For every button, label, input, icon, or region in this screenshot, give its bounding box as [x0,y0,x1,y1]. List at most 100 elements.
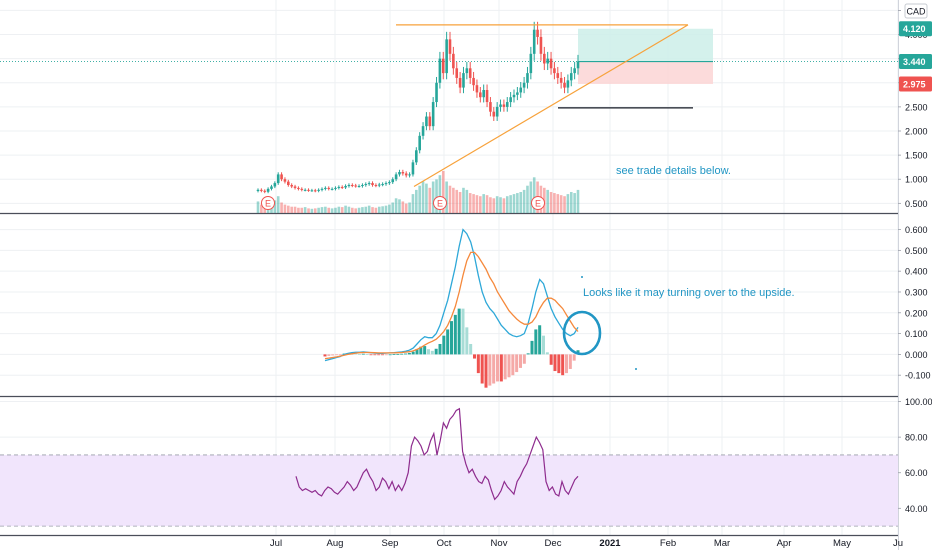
volume-bar [307,208,310,213]
macd-histogram-bar [484,354,488,388]
candle-body [543,53,546,64]
macd-histogram-bar [496,354,499,382]
volume-bar [256,201,260,213]
price-badge [899,21,932,37]
macd-histogram-bar [519,354,522,368]
macd-histogram-bar [545,352,549,355]
macd-histogram-bar [331,354,335,356]
candle-body [290,185,293,187]
macd-histogram-bar [492,354,496,384]
candle-body [273,183,277,187]
candle-body [287,181,290,186]
volume-bar [273,200,277,213]
macd-histogram-bar [335,354,338,356]
candle-body [559,77,563,83]
price-tick-label: 1.000 [905,175,928,185]
candle-body [313,190,317,192]
candle-body [468,68,472,78]
candle-body [539,36,543,54]
candle-body [415,150,418,163]
macd-histogram-bar [530,340,534,355]
macd-histogram-bar [457,308,461,355]
volume-bar [465,189,469,213]
trade-zone-layer [0,28,898,84]
price-tick-label: 2.000 [905,127,928,137]
candle-body [529,53,533,74]
volume-bar [445,181,448,213]
volume-bar [546,189,549,213]
candle-body [431,102,435,127]
macd-histogram-bar [365,354,369,355]
candle-body [566,80,570,88]
volume-bar [276,196,280,213]
candle-body [505,102,509,107]
candle-body [435,82,438,103]
candle-body [489,102,492,112]
macd-histogram-bar [526,353,530,355]
rsi-band [0,454,898,527]
candle-body [334,187,337,189]
volume-bar [357,207,361,213]
macd-histogram-bar [381,354,384,356]
macd-tick-label: -0.100 [905,371,931,381]
candle-body [425,116,428,127]
candle-body [441,58,445,74]
macd-histogram-bar [507,354,511,378]
candle-body [502,104,506,107]
macd-histogram-bar [369,354,373,356]
volume-bar [522,189,526,213]
candle-body [492,111,496,117]
candle-body [458,77,462,88]
macd-histogram-bar [538,325,542,355]
candle-body [344,185,347,188]
macd-histogram-bar [427,349,430,355]
price-badge-label: 3.440 [903,57,926,67]
volume-bar [509,195,512,213]
volume-bar [317,207,320,213]
volume-bar [384,205,388,213]
macd-histogram-bar [473,354,476,359]
volume-bar [263,205,267,213]
macd-histogram-bar [430,350,434,355]
price-tick-label: 1.500 [905,151,928,161]
x-axis-label: Apr [777,538,792,549]
candle-body [263,190,267,192]
macd-tick-label: 0.100 [905,329,928,339]
earnings-marker-circle [531,196,545,210]
macd-histogram-bar [373,354,377,356]
x-axis-label: Mar [714,538,730,549]
volume-bar [425,183,428,213]
candle-body [347,185,351,187]
x-axis-label: Oct [437,538,452,549]
macd-histogram-bar [388,354,392,356]
volume-bar [327,207,331,213]
highlight-circle [562,310,602,356]
macd-histogram-bar [392,354,396,355]
candle-body [536,29,539,37]
volume-bar [458,192,462,213]
macd-histogram-bar [542,335,545,355]
macd-histogram-bar [488,354,492,386]
drawing-layer [396,24,693,187]
macd-histogram-bar [503,354,507,380]
macd-note-annotation: Looks like it may turning over to the up… [583,287,795,299]
volume-bar [556,194,560,213]
macd-tick-label: 0.200 [905,308,928,318]
volume-bar [485,195,489,213]
x-axis-label: Sep [382,538,399,549]
x-axis-label: Aug [327,538,344,549]
volume-bar [344,205,347,213]
volume-bar [519,192,523,213]
volume-bar [549,192,553,213]
volume-bar [290,206,293,213]
volume-bar [324,206,327,213]
candle-body [371,183,374,186]
macd-tick-label: 0.500 [905,246,928,256]
volume-bar [435,179,438,213]
candle-body [320,188,324,190]
macd-histogram-bar [446,329,450,355]
volume-bar [428,187,432,213]
volume-bar [347,206,351,213]
